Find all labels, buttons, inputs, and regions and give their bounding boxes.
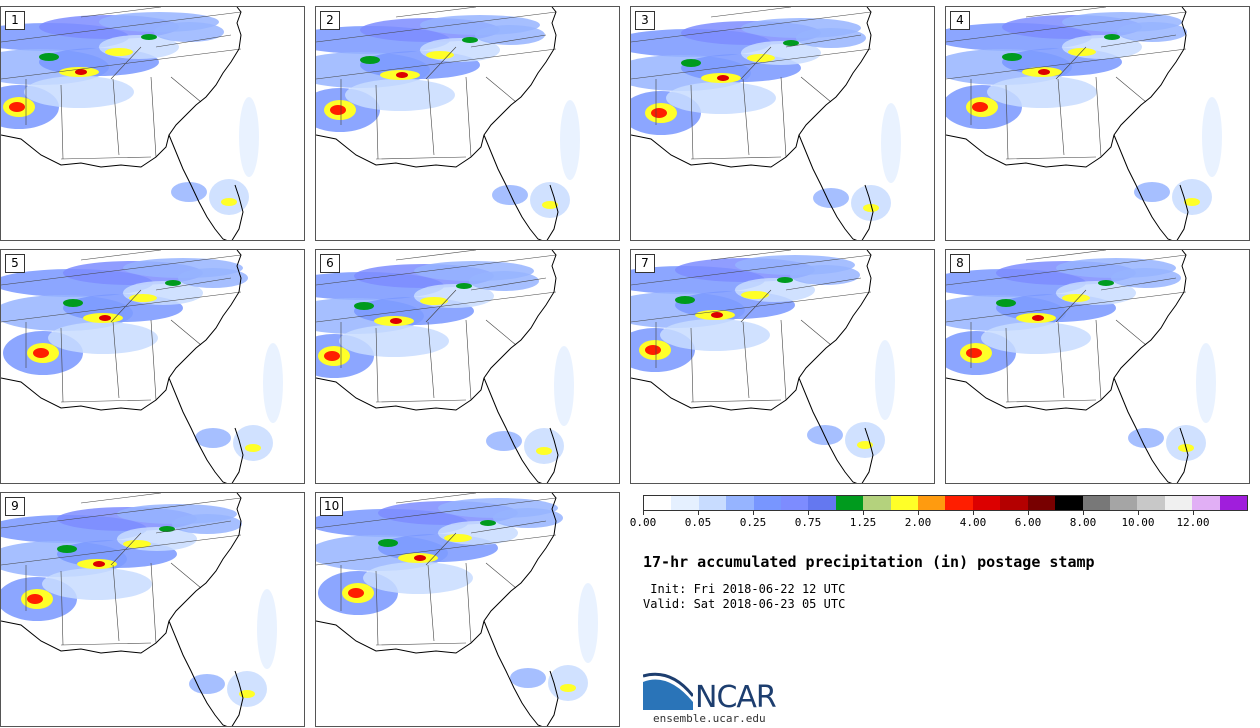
ncar-logo-text: NCAR <box>695 680 777 715</box>
member-number: 4 <box>950 11 970 30</box>
precip-map <box>316 493 598 726</box>
member-number: 2 <box>320 11 340 30</box>
precip-map <box>946 7 1222 240</box>
colorbar-swatch <box>945 496 973 510</box>
colorbar-swatch <box>671 496 699 510</box>
colorbar-swatch <box>972 496 1001 510</box>
member-number: 5 <box>5 254 25 273</box>
colorbar-tick <box>643 511 644 515</box>
colorbar-swatch <box>1000 496 1028 510</box>
colorbar-swatch <box>918 496 946 510</box>
colorbar-tick-label: 0.05 <box>684 516 712 529</box>
member-panel: 8 <box>945 249 1250 484</box>
colorbar-tick-label: 2.00 <box>904 516 932 529</box>
colorbar-swatch <box>1027 496 1056 510</box>
colorbar-tick <box>1083 511 1084 515</box>
member-number: 3 <box>635 11 655 30</box>
precip-map <box>631 7 901 240</box>
precip-map <box>1 493 277 726</box>
member-panel: 1 <box>0 6 305 241</box>
colorbar-tick-label: 0.25 <box>739 516 767 529</box>
member-panel: 3 <box>630 6 935 241</box>
colorbar-tick-label: 4.00 <box>959 516 987 529</box>
colorbar-tick-label: 0.75 <box>794 516 822 529</box>
chart-title: 17-hr accumulated precipitation (in) pos… <box>643 553 1095 571</box>
precip-map <box>316 250 574 483</box>
colorbar-tick-label: 6.00 <box>1014 516 1042 529</box>
colorbar-swatch <box>1192 496 1220 510</box>
colorbar-swatch <box>1219 496 1247 510</box>
member-panel: 9 <box>0 492 305 727</box>
member-panel: 10 <box>315 492 620 727</box>
precip-map <box>631 250 895 483</box>
colorbar-swatch <box>753 496 782 510</box>
colorbar-tick-label: 1.25 <box>849 516 877 529</box>
colorbar-swatch <box>1055 496 1083 510</box>
site-url: ensemble.ucar.edu <box>653 712 766 725</box>
colorbar-swatch <box>1164 496 1193 510</box>
colorbar-tick-label: 10.00 <box>1121 516 1155 529</box>
colorbar-swatch <box>1137 496 1165 510</box>
ncar-logo-icon <box>643 672 693 710</box>
precip-map <box>946 250 1216 483</box>
colorbar-swatch <box>1109 496 1138 510</box>
colorbar-swatch <box>644 496 672 510</box>
precip-map <box>1 250 283 483</box>
member-panel: 2 <box>315 6 620 241</box>
colorbar-tick <box>973 511 974 515</box>
member-number: 8 <box>950 254 970 273</box>
colorbar-tick-label: 0.00 <box>629 516 657 529</box>
colorbar-tick <box>753 511 754 515</box>
colorbar-swatch <box>863 496 891 510</box>
colorbar-tick <box>1193 511 1194 515</box>
colorbar-swatch <box>698 496 727 510</box>
colorbar-tick-label: 12.00 <box>1176 516 1210 529</box>
member-number: 10 <box>320 497 344 516</box>
colorbar-tick-label: 8.00 <box>1069 516 1097 529</box>
init-time: Init: Fri 2018-06-22 12 UTC <box>643 582 846 596</box>
member-number: 1 <box>5 11 25 30</box>
colorbar-tick <box>863 511 864 515</box>
colorbar-tick <box>808 511 809 515</box>
precipitation-colorbar <box>643 495 1248 511</box>
colorbar-swatch <box>781 496 809 510</box>
member-panel: 5 <box>0 249 305 484</box>
colorbar-tick <box>698 511 699 515</box>
colorbar-swatch <box>890 496 919 510</box>
colorbar-swatch <box>808 496 836 510</box>
member-panel: 4 <box>945 6 1250 241</box>
colorbar-tick <box>918 511 919 515</box>
precip-map <box>1 7 259 240</box>
precip-map <box>316 7 580 240</box>
colorbar-tick <box>1028 511 1029 515</box>
member-number: 7 <box>635 254 655 273</box>
member-panel: 6 <box>315 249 620 484</box>
valid-time: Valid: Sat 2018-06-23 05 UTC <box>643 597 846 611</box>
colorbar-swatch <box>835 496 864 510</box>
colorbar-swatch <box>726 496 754 510</box>
colorbar-swatch <box>1082 496 1110 510</box>
member-number: 9 <box>5 497 25 516</box>
member-number: 6 <box>320 254 340 273</box>
member-panel: 7 <box>630 249 935 484</box>
colorbar-tick <box>1138 511 1139 515</box>
